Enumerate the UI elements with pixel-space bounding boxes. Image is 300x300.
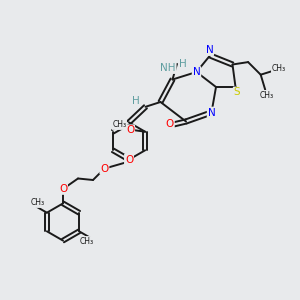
Text: H: H <box>132 96 140 106</box>
Text: H: H <box>179 59 187 69</box>
Text: S: S <box>234 87 240 98</box>
Text: O: O <box>166 119 174 130</box>
Text: CH₃: CH₃ <box>80 237 94 246</box>
Text: N: N <box>193 67 200 77</box>
Text: O: O <box>126 125 134 135</box>
Text: N: N <box>206 45 213 55</box>
Text: CH₃: CH₃ <box>30 198 44 207</box>
Text: NH: NH <box>160 63 176 73</box>
Text: CH₃: CH₃ <box>272 64 286 73</box>
Text: O: O <box>100 164 109 174</box>
Text: CH₃: CH₃ <box>112 120 126 129</box>
Text: N: N <box>208 107 215 118</box>
Text: O: O <box>125 154 133 165</box>
Text: O: O <box>59 184 67 194</box>
Text: CH₃: CH₃ <box>260 91 274 100</box>
